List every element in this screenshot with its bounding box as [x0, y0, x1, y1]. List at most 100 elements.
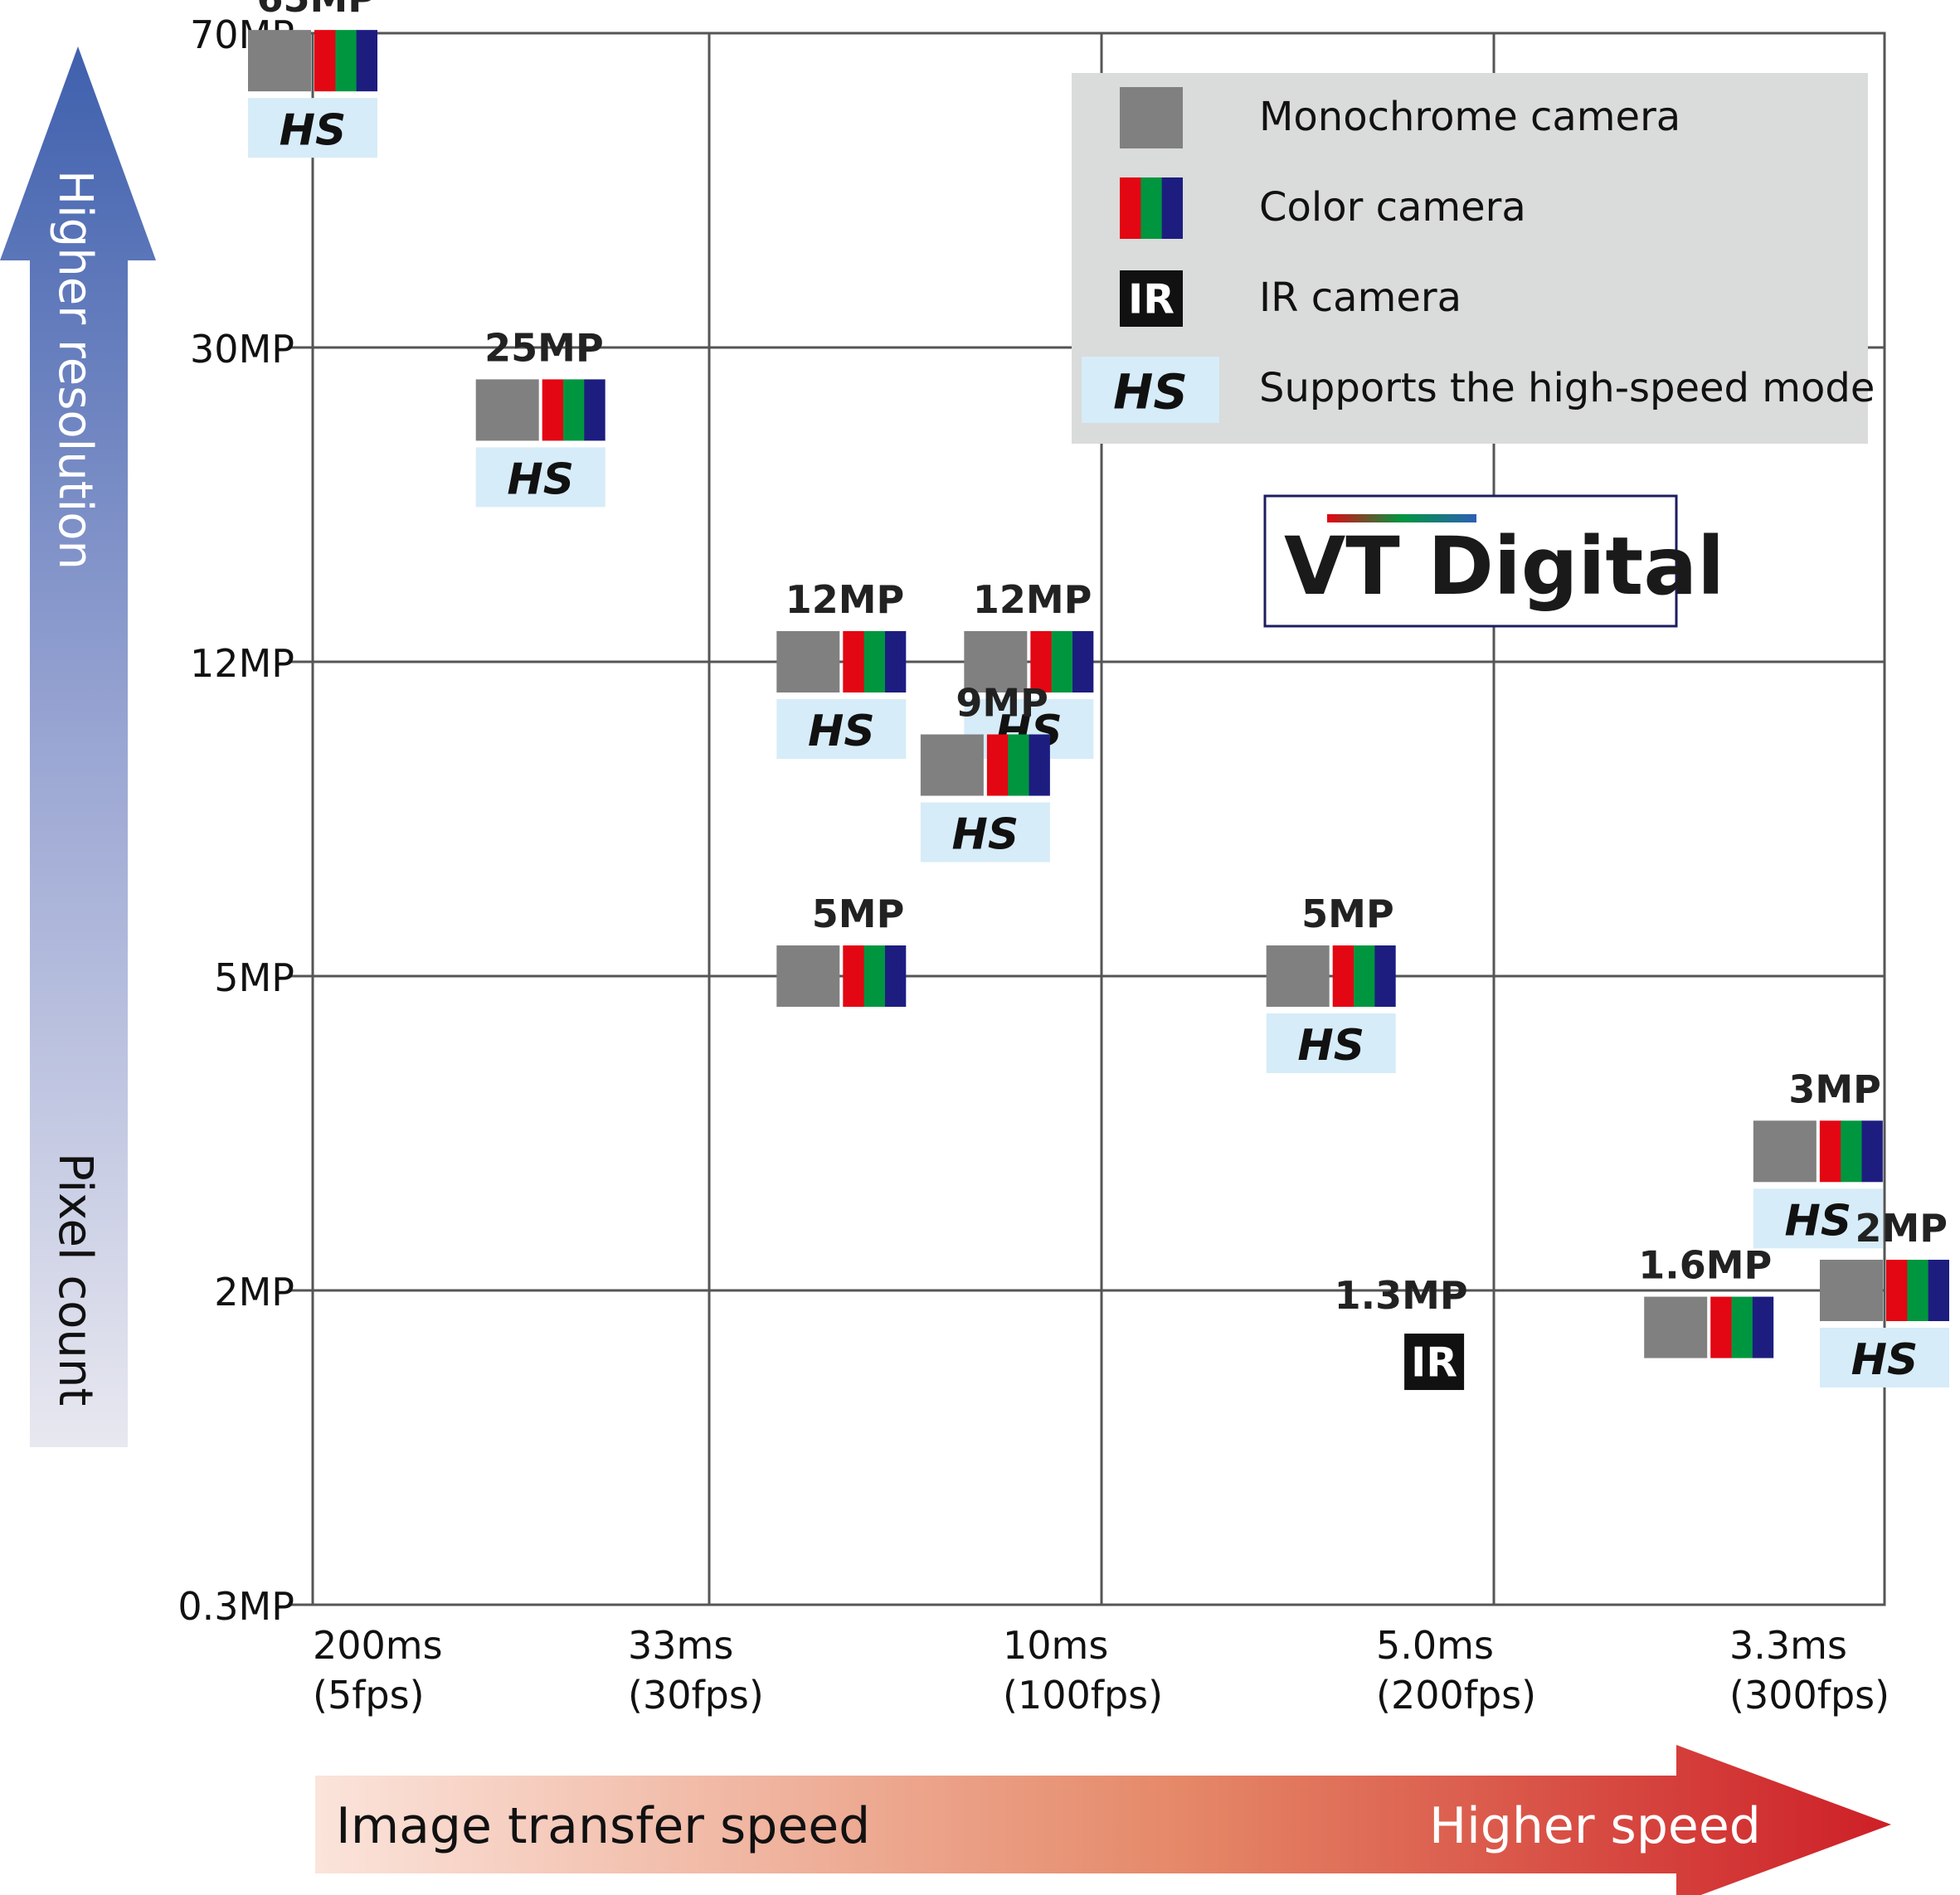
hs-badge-bg [1820, 1328, 1949, 1387]
camera-label: 5MP [1301, 892, 1394, 936]
x-tick-fps: (5fps) [313, 1673, 425, 1718]
legend-item-color: Color camera [1120, 177, 1526, 239]
camera-marker: 3MP HS [1753, 1067, 1883, 1249]
y-arrow-shape [0, 46, 156, 1447]
x-tick-fps: (300fps) [1729, 1673, 1889, 1718]
color-icon [1332, 945, 1396, 1007]
color-stripe-blue [884, 945, 907, 1007]
camera-marker: 25MP HS [475, 325, 606, 508]
color-stripe-green [335, 30, 357, 92]
ir-icon: IR [1120, 270, 1183, 327]
camera-marker: 5MP [776, 892, 907, 1007]
x-tick-time: 3.3ms [1729, 1623, 1847, 1668]
color-stripe-blue [884, 631, 907, 692]
color-stripe-red [1332, 945, 1355, 1007]
hs-badge-bg [1082, 357, 1219, 423]
color-icon [314, 30, 377, 92]
color-icon [986, 734, 1050, 796]
color-stripe-blue [1029, 734, 1050, 796]
legend-label: Color camera [1259, 184, 1526, 231]
x-axis-arrow: Image transfer speed Higher speed [315, 1745, 1891, 1895]
color-stripe-blue [1161, 177, 1183, 239]
ir-icon: IR [1404, 1334, 1465, 1391]
ir-icon-text: IR [1128, 276, 1175, 323]
color-icon [1819, 1120, 1883, 1183]
camera-marker: 1.3MP IR [1335, 1273, 1468, 1391]
hs-badge: HS [1753, 1188, 1883, 1249]
hs-badge-bg [1753, 1188, 1883, 1249]
legend-item-ir: IR IR camera [1120, 270, 1461, 327]
hs-badge: HS [248, 98, 377, 158]
camera-marker: 9MP HS [920, 681, 1050, 862]
color-stripe-green [1051, 631, 1074, 692]
camera-label: 12MP [973, 577, 1092, 622]
y-arrow-label-bottom: Pixel count [48, 1153, 102, 1406]
color-stripe-green [863, 631, 886, 692]
y-tick-label: 0.3MP [178, 1584, 294, 1629]
y-tick-label: 2MP [214, 1270, 294, 1314]
color-stripe-blue [1861, 1120, 1883, 1183]
color-stripe-blue [584, 379, 606, 441]
hs-badge-bg [920, 802, 1050, 862]
color-stripe-red [542, 379, 565, 441]
logo-text: VT Digital [1284, 520, 1724, 613]
color-stripe-red [314, 30, 337, 92]
hs-badge: HS [475, 447, 606, 508]
hs-badge-text: HS [1785, 1196, 1852, 1246]
monochrome-icon [1266, 945, 1330, 1007]
hs-badge: HS [1820, 1328, 1949, 1387]
x-tick-fps: (100fps) [1003, 1673, 1163, 1718]
camera-label: 3MP [1788, 1067, 1881, 1111]
color-icon [843, 945, 907, 1007]
camera-label: 1.6MP [1638, 1243, 1772, 1288]
monochrome-icon [776, 631, 840, 692]
hs-badge-bg [475, 447, 606, 508]
camera-label: 25MP [484, 325, 604, 370]
hs-badge-bg [776, 699, 907, 759]
hs-badge-text: HS [808, 707, 875, 756]
hs-badge-text: HS [1297, 1021, 1364, 1071]
hs-badge: HS [964, 699, 1094, 759]
monochrome-icon [1820, 1260, 1883, 1321]
monochrome-icon [964, 631, 1028, 692]
hs-badge: HS [1266, 1013, 1396, 1073]
color-stripe-green [563, 379, 586, 441]
ir-icon-bg [1404, 1334, 1465, 1391]
camera-label: 65MP [256, 0, 376, 21]
legend: Monochrome camera Color camera IR IR camera… [1072, 73, 1875, 444]
color-icon [1886, 1260, 1949, 1321]
x-arrow-label-left: Image transfer speed [336, 1797, 870, 1855]
color-stripe-red [843, 945, 865, 1007]
y-axis-arrow: Higher resolution Pixel count [0, 46, 156, 1447]
camera-markers: 65MPHS25MPHS12MPHS12MPHS9MPHS5MP5MPHS3MP… [248, 0, 1949, 1391]
camera-marker: 2MP HS [1820, 1206, 1949, 1387]
camera-marker: 12MP HS [776, 577, 907, 759]
color-icon [1120, 177, 1183, 239]
color-icon [1030, 631, 1094, 692]
monochrome-icon [1753, 1120, 1817, 1183]
color-stripe-red [1710, 1296, 1733, 1358]
monochrome-icon [1120, 87, 1183, 148]
hs-badge-text: HS [1113, 364, 1188, 420]
x-tick-labels: 200ms (5fps) 33ms (30fps) 10ms (100fps) 5.0ms (… [313, 1623, 1889, 1718]
x-tick-time: 5.0ms [1376, 1623, 1494, 1668]
vt-digital-logo: VT Digital [1263, 494, 1724, 628]
monochrome-icon [248, 30, 311, 92]
legend-item-mono: Monochrome camera [1120, 87, 1680, 148]
legend-label: IR camera [1259, 275, 1461, 321]
color-stripe-red [843, 631, 865, 692]
y-tick-label: 12MP [190, 641, 294, 686]
camera-label: 1.3MP [1335, 1273, 1468, 1318]
hs-badge: HS [776, 699, 907, 759]
color-stripe-blue [356, 30, 377, 92]
color-stripe-green [1907, 1260, 1929, 1321]
hs-badge-bg [248, 98, 377, 158]
y-arrow-label-top: Higher resolution [48, 170, 102, 570]
color-stripe-red [986, 734, 1009, 796]
x-tick-fps: (200fps) [1376, 1673, 1536, 1718]
camera-label: 5MP [812, 892, 905, 936]
camera-marker: 1.6MP [1638, 1243, 1774, 1358]
legend-item-hs: HS Supports the high-speed mode [1082, 357, 1875, 423]
color-stripe-red [1819, 1120, 1842, 1183]
